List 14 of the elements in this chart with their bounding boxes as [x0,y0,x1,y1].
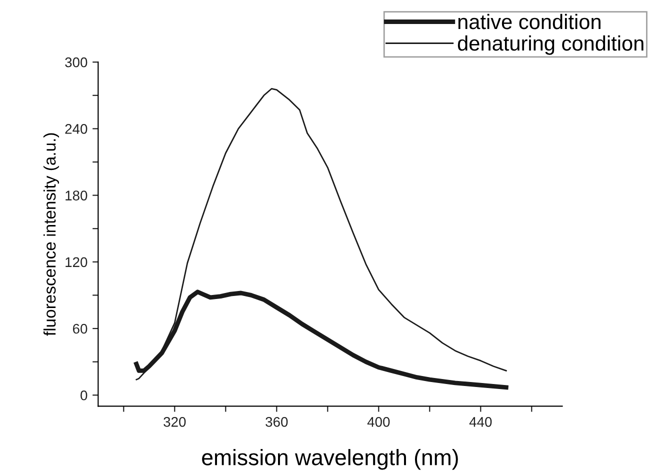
x-tick-label: 400 [367,417,390,427]
y-tick-label: 300 [65,57,88,68]
y-tick-label: 120 [66,257,88,268]
legend-label: denaturing condition [458,35,644,55]
y-tick-label: 0 [80,390,88,400]
x-tick-label: 360 [266,417,288,427]
y-tick-label: 60 [72,324,88,334]
x-tick-label: 440 [469,417,492,427]
y-axis-title: fluorescence intensity (a.u.) [43,133,60,336]
x-tick-label: 320 [164,417,186,427]
legend-label: native condition [458,14,600,30]
y-tick-label: 180 [66,190,88,200]
y-tick-label: 240 [65,124,88,134]
x-axis-title: emission wavelength (nm) [202,449,458,470]
